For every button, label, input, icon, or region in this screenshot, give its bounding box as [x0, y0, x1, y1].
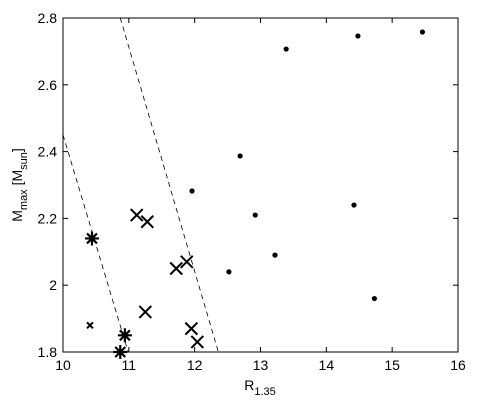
y-label-sub: max	[18, 189, 30, 210]
marker-cross	[169, 261, 183, 276]
y-tick-label: 2	[49, 277, 57, 293]
y-tick-label: 2.4	[38, 144, 58, 160]
marker-asterisk	[113, 345, 128, 359]
marker-dot	[252, 212, 258, 218]
dashed-line	[119, 17, 219, 353]
marker-cross	[130, 208, 144, 222]
marker-small-cross	[86, 321, 94, 329]
marker-dot	[272, 252, 278, 258]
marker-dot	[419, 29, 426, 35]
x-label-part: R	[244, 377, 254, 393]
x-tick-label: 12	[187, 357, 203, 373]
marker-dot	[351, 202, 357, 208]
y-label-sub: sun	[18, 152, 30, 170]
marker-cross	[140, 215, 154, 229]
y-label-part: ]	[9, 148, 25, 152]
marker-asterisk	[117, 328, 132, 343]
marker-dot	[189, 188, 195, 194]
y-label-part: M	[9, 210, 25, 222]
marker-cross	[190, 335, 205, 349]
marker-cross	[184, 321, 199, 336]
dashed-line	[62, 134, 129, 353]
marker-dot	[237, 153, 243, 159]
y-tick-label: 2.2	[38, 210, 58, 226]
y-label-part: [M	[9, 170, 25, 189]
x-tick-label: 13	[253, 357, 269, 373]
x-label-sub: 1.35	[254, 386, 275, 398]
y-tick-label: 2.8	[38, 10, 58, 26]
marker-cross	[180, 255, 194, 269]
y-axis-label: Mmax [Msun]	[9, 148, 30, 222]
marker-asterisk	[84, 231, 99, 246]
x-axis-label: R1.35	[244, 377, 276, 398]
x-tick-label: 16	[450, 357, 466, 373]
marker-dot	[226, 269, 232, 275]
y-tick-label: 2.6	[38, 77, 58, 93]
marker-cross	[138, 305, 152, 319]
marker-dot	[371, 295, 377, 302]
x-tick-label: 11	[122, 357, 137, 373]
axes-box	[62, 17, 459, 353]
x-tick-label: 15	[384, 357, 400, 373]
marker-dot	[355, 33, 361, 39]
marker-dot	[283, 46, 289, 52]
y-tick-label: 1.8	[38, 344, 58, 360]
x-tick-label: 10	[55, 357, 71, 373]
x-tick-label: 14	[319, 357, 335, 373]
